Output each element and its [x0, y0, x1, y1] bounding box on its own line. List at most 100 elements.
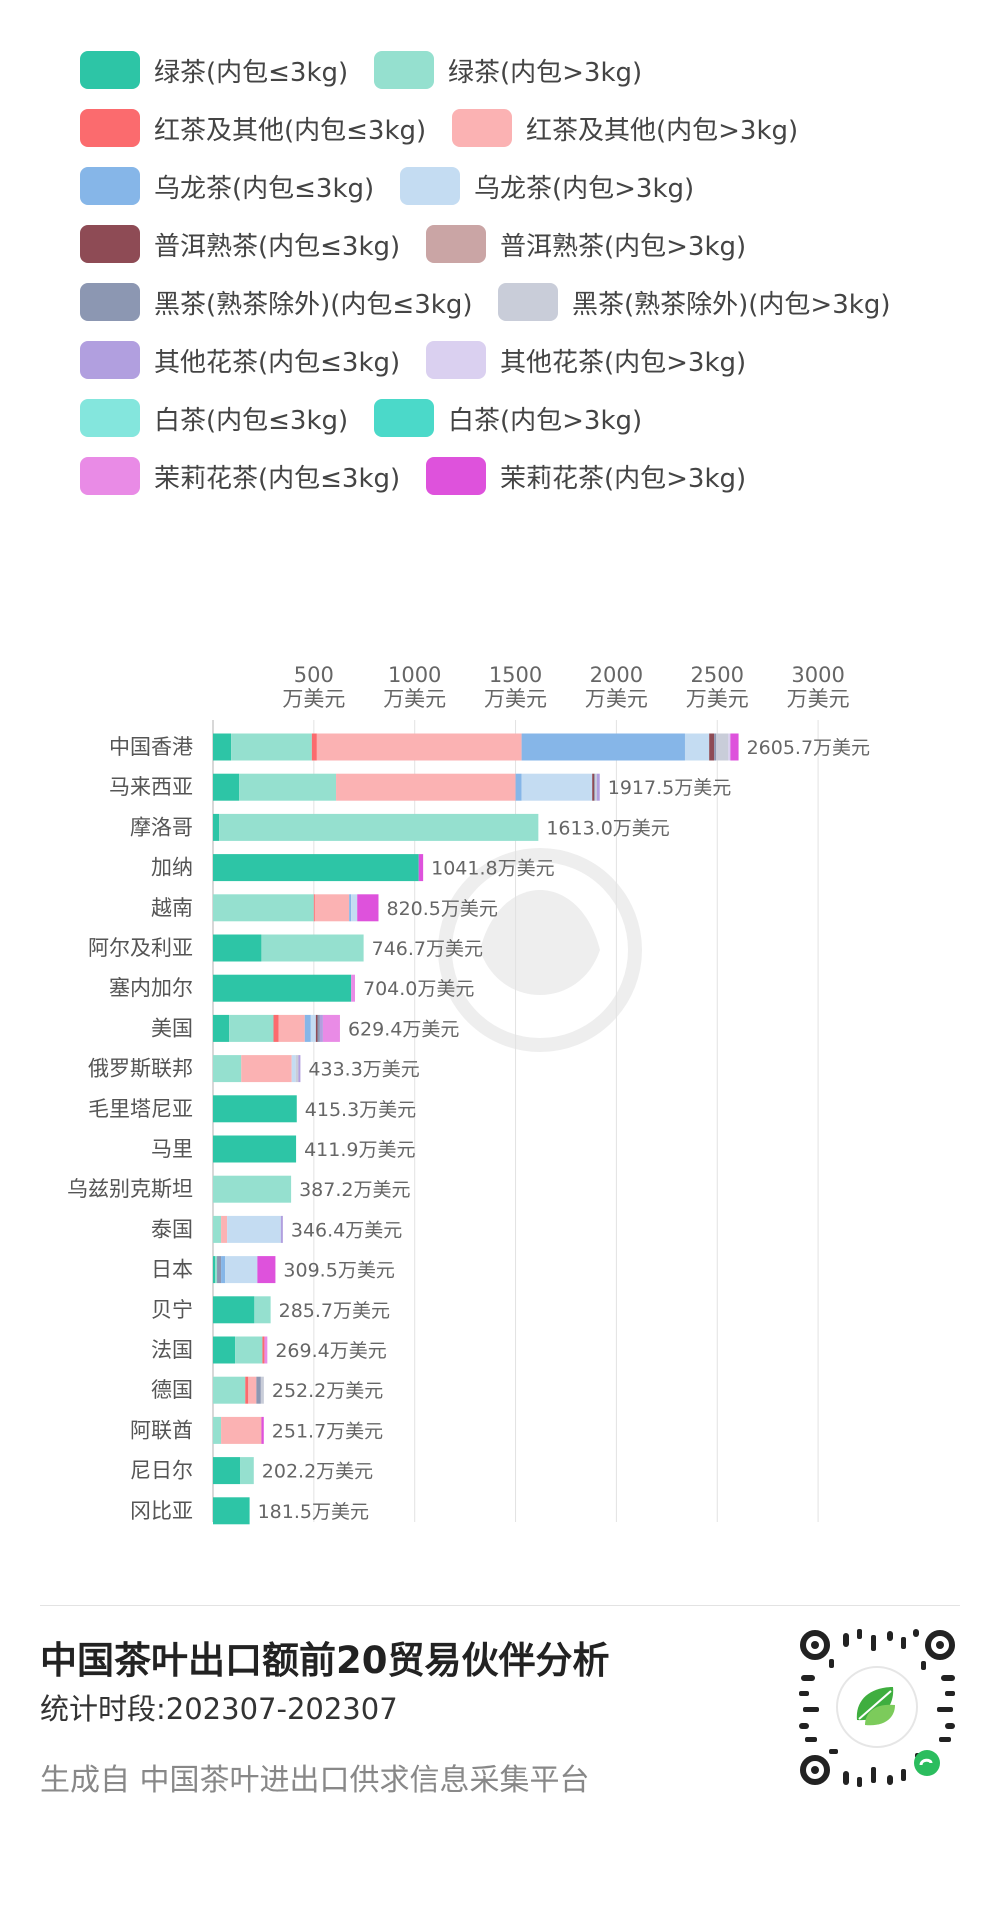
bar-segment[interactable]	[256, 1376, 261, 1404]
bar-segment[interactable]	[215, 1256, 218, 1284]
bar-segment[interactable]	[317, 1014, 320, 1042]
bar-segment[interactable]	[213, 1457, 241, 1485]
bar-segment[interactable]	[298, 1055, 301, 1083]
bar-segment[interactable]	[213, 1175, 292, 1203]
bar-segment[interactable]	[213, 1135, 297, 1163]
bar-segment[interactable]	[213, 773, 240, 801]
bar-segment[interactable]	[262, 1336, 265, 1364]
bar-segment[interactable]	[219, 813, 539, 841]
bar-segment[interactable]	[595, 773, 597, 801]
bar-segment[interactable]	[278, 1014, 305, 1042]
bar-segment[interactable]	[310, 1014, 316, 1042]
statistics-period: 统计时段:202307-202307	[40, 1692, 398, 1726]
qr-code-icon[interactable]	[795, 1625, 960, 1790]
bar-segment[interactable]	[235, 1336, 263, 1364]
bar-segment[interactable]	[316, 733, 522, 761]
bar-segment[interactable]	[221, 1215, 228, 1243]
bar-segment[interactable]	[291, 1055, 296, 1083]
bar-segment[interactable]	[684, 733, 710, 761]
bar-segment[interactable]	[728, 733, 731, 761]
bar-segment[interactable]	[264, 1336, 268, 1364]
bar-segment[interactable]	[213, 854, 419, 882]
bar-segment[interactable]	[213, 1055, 242, 1083]
bar-segment[interactable]	[213, 1376, 246, 1404]
bar-segment[interactable]	[227, 1215, 281, 1243]
bar-segment[interactable]	[245, 1376, 249, 1404]
legend-item[interactable]: 茉莉花茶(内包≤3kg)	[80, 456, 400, 496]
bar-segment[interactable]	[213, 934, 262, 962]
bar-segment[interactable]	[213, 733, 232, 761]
bar-segment[interactable]	[241, 1055, 292, 1083]
bar-segment[interactable]	[213, 1416, 222, 1444]
bar-segment[interactable]	[351, 894, 358, 922]
bar-segment[interactable]	[319, 1014, 323, 1042]
legend-label: 普洱熟茶(内包>3kg)	[500, 231, 747, 262]
bar-segment[interactable]	[521, 733, 685, 761]
bar-segment[interactable]	[225, 1256, 258, 1284]
bar-segment[interactable]	[213, 1095, 297, 1123]
bar-segment[interactable]	[239, 773, 337, 801]
bar-segment[interactable]	[594, 773, 596, 801]
legend-item[interactable]: 其他花茶(内包>3kg)	[426, 340, 746, 380]
bar-segment[interactable]	[221, 1256, 226, 1284]
bar-segment[interactable]	[273, 1014, 279, 1042]
bar-segment[interactable]	[351, 974, 355, 1002]
bar-segment[interactable]	[229, 1014, 274, 1042]
bar-segment[interactable]	[213, 1014, 230, 1042]
bar-segment[interactable]	[213, 894, 314, 922]
bar-segment[interactable]	[714, 733, 717, 761]
legend-item[interactable]: 乌龙茶(内包>3kg)	[400, 166, 694, 206]
bar-segment[interactable]	[261, 934, 364, 962]
bar-segment[interactable]	[315, 1014, 318, 1042]
bar-segment[interactable]	[213, 1336, 236, 1364]
bar-segment[interactable]	[231, 733, 312, 761]
bar-segment[interactable]	[313, 894, 315, 922]
bar-segment[interactable]	[213, 974, 352, 1002]
bar-segment[interactable]	[730, 733, 739, 761]
bar-segment[interactable]	[515, 773, 522, 801]
bar-segment[interactable]	[213, 1215, 222, 1243]
bar-segment[interactable]	[314, 894, 350, 922]
bar-segment[interactable]	[716, 733, 729, 761]
bar-segment[interactable]	[322, 1014, 340, 1042]
bar-segment[interactable]	[349, 894, 352, 922]
bar-segment[interactable]	[257, 1256, 276, 1284]
bar-segment[interactable]	[592, 773, 595, 801]
bar-segment[interactable]	[221, 1416, 262, 1444]
bar-segment[interactable]	[418, 854, 424, 882]
bar-segment[interactable]	[213, 1256, 216, 1284]
legend-item[interactable]: 白茶(内包≤3kg)	[80, 398, 348, 438]
legend-item[interactable]: 黑茶(熟茶除外)(内包>3kg)	[498, 282, 890, 322]
bar-segment[interactable]	[254, 1296, 271, 1324]
legend-item[interactable]: 绿茶(内包≤3kg)	[80, 50, 348, 90]
legend-item[interactable]: 红茶及其他(内包>3kg)	[452, 108, 798, 148]
legend-label: 黑茶(熟茶除外)(内包≤3kg)	[154, 289, 473, 320]
bar-segment[interactable]	[260, 1376, 264, 1404]
bar-segment[interactable]	[213, 813, 220, 841]
bar-segment[interactable]	[304, 1014, 311, 1042]
bar-segment[interactable]	[311, 733, 317, 761]
bar-segment[interactable]	[295, 1055, 299, 1083]
legend-label: 茉莉花茶(内包≤3kg)	[154, 463, 401, 494]
legend-item[interactable]: 黑茶(熟茶除外)(内包≤3kg)	[80, 282, 472, 322]
legend-item[interactable]: 红茶及其他(内包≤3kg)	[80, 108, 426, 148]
legend-item[interactable]: 其他花茶(内包≤3kg)	[80, 340, 400, 380]
bar-segment[interactable]	[261, 1416, 264, 1444]
bar-segment[interactable]	[336, 773, 516, 801]
bar-segment[interactable]	[280, 1215, 283, 1243]
bar-segment[interactable]	[357, 894, 379, 922]
bar-segment[interactable]	[248, 1376, 257, 1404]
legend-item[interactable]: 普洱熟茶(内包>3kg)	[426, 224, 746, 264]
bar-segment[interactable]	[709, 733, 715, 761]
bar-segment[interactable]	[213, 1497, 250, 1525]
bar-segment[interactable]	[521, 773, 593, 801]
legend-item[interactable]: 绿茶(内包>3kg)	[374, 50, 642, 90]
legend-item[interactable]: 普洱熟茶(内包≤3kg)	[80, 224, 400, 264]
legend-item[interactable]: 茉莉花茶(内包>3kg)	[426, 456, 746, 496]
bar-segment[interactable]	[217, 1256, 222, 1284]
legend-item[interactable]: 乌龙茶(内包≤3kg)	[80, 166, 374, 206]
bar-segment[interactable]	[596, 773, 600, 801]
bar-segment[interactable]	[240, 1457, 254, 1485]
bar-segment[interactable]	[213, 1296, 255, 1324]
legend-item[interactable]: 白茶(内包>3kg)	[374, 398, 642, 438]
